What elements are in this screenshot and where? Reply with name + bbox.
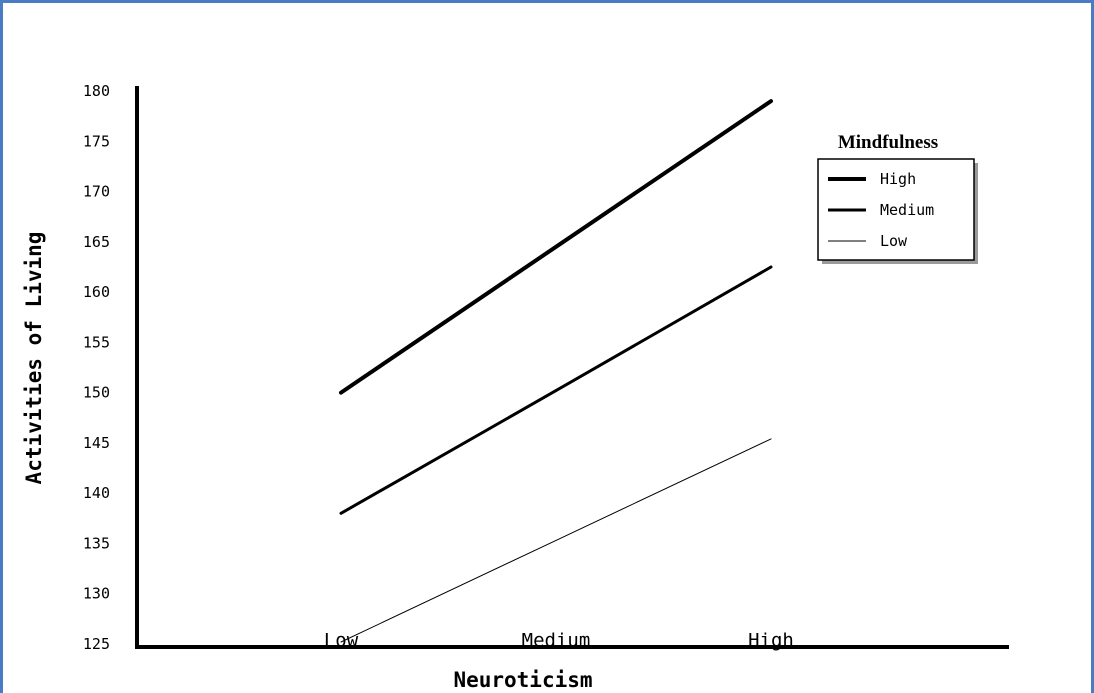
series-line-low [340,438,772,643]
y-axis-title: Activities of Living [22,232,46,485]
y-tick-label: 165 [83,233,110,251]
y-tick-label: 160 [83,283,110,301]
series-line-high [339,99,773,395]
series-line-medium [339,265,773,515]
series-lines [339,99,773,643]
y-tick-label: 140 [83,484,110,502]
y-tick-label: 130 [83,585,110,603]
y-tick-label: 145 [83,434,110,452]
y-tick-label: 155 [83,333,110,351]
legend-label-high: High [880,170,916,188]
x-axis-title: Neuroticism [453,668,592,692]
y-tick-label: 180 [83,82,110,100]
y-tick-label: 175 [83,132,110,150]
y-tick-label: 125 [83,635,110,653]
legend-entries: High Medium Low [828,170,934,250]
y-tick-label: 170 [83,183,110,201]
legend-title: Mindfulness [838,132,938,153]
legend-label-low: Low [880,232,908,250]
y-axis-ticks: 125 130 135 140 145 150 155 160 165 170 175 180 [83,82,110,653]
legend: High Medium Low [817,158,978,264]
y-tick-label: 135 [83,534,110,552]
y-tick-label: 150 [83,384,110,402]
legend-label-medium: Medium [880,201,934,219]
